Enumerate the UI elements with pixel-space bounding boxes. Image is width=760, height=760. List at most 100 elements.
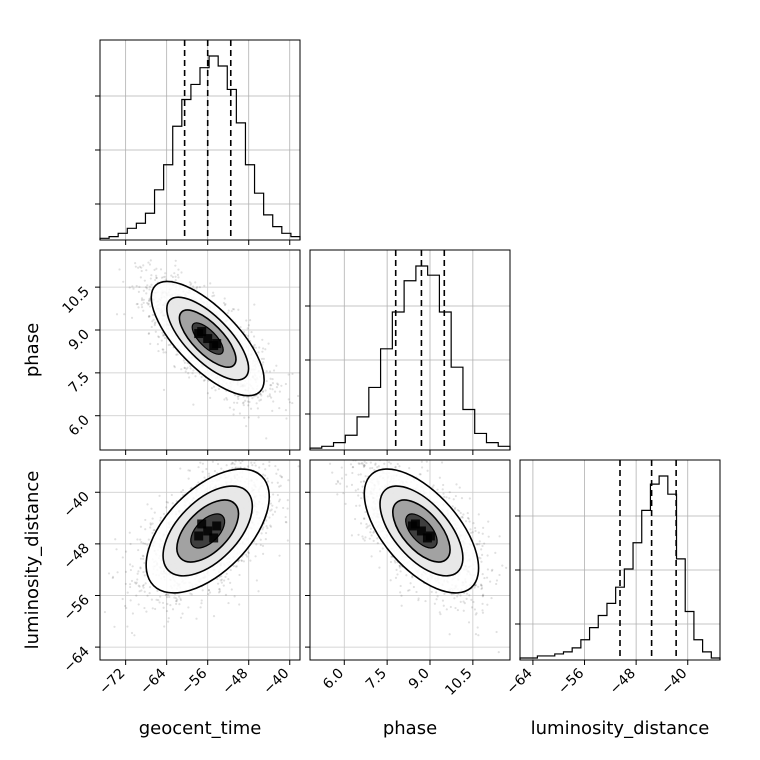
scatter-point (268, 464, 271, 467)
scatter-point (164, 278, 167, 281)
scatter-point (135, 594, 138, 597)
scatter-point (271, 381, 275, 385)
hist-bar-geocent_time-3 (127, 228, 136, 240)
scatter-point (138, 585, 141, 588)
scatter-point (287, 373, 290, 376)
scatter-point (285, 417, 288, 420)
scatter-point (169, 604, 172, 607)
scatter-point (146, 503, 149, 506)
scatter-point (179, 597, 182, 600)
scatter-point (155, 276, 158, 279)
scatter-point (161, 601, 165, 605)
scatter-point (249, 559, 252, 562)
scatter-point (149, 526, 152, 529)
scatter-point (272, 369, 276, 372)
scatter-point (261, 390, 265, 393)
scatter-point (208, 591, 212, 594)
scatter-point (480, 587, 483, 591)
scatter-point (142, 583, 145, 587)
scatter-point (238, 573, 241, 577)
scatter-point (207, 593, 210, 596)
scatter-point (270, 384, 273, 387)
scatter-point (180, 368, 183, 371)
scatter-point (253, 303, 256, 306)
scatter-point (480, 586, 484, 590)
scatter-point (142, 301, 145, 304)
scatter-point (124, 582, 127, 586)
scatter-point (136, 572, 139, 575)
scatter-point (142, 586, 145, 589)
scatter-point (264, 389, 267, 392)
scatter-point (246, 396, 249, 399)
scatter-point (216, 462, 220, 466)
scatter-point (153, 324, 156, 327)
scatter-point (174, 597, 178, 600)
density-core-1 (194, 531, 204, 541)
scatter-point (164, 593, 168, 596)
scatter-point (124, 570, 128, 573)
scatter-point (170, 493, 173, 497)
scatter-point (426, 469, 429, 472)
scatter-point (153, 528, 156, 532)
scatter-point (203, 476, 206, 479)
hist-bar-luminosity_distance-5 (563, 652, 572, 660)
scatter-point (270, 396, 273, 399)
scatter-point (261, 350, 264, 353)
scatter-point (142, 264, 145, 267)
scatter-point (268, 394, 271, 398)
scatter-point (238, 603, 241, 606)
scatter-point (159, 519, 162, 522)
scatter-point (162, 333, 165, 336)
scatter-point (142, 298, 145, 301)
scatter-point (269, 384, 272, 387)
scatter-point (203, 379, 206, 382)
scatter-point (481, 544, 484, 548)
hist-bar-luminosity_distance-21 (703, 652, 712, 660)
scatter-point (399, 570, 402, 573)
scatter-point (137, 266, 140, 269)
scatter-point (200, 602, 203, 605)
scatter-point (240, 559, 243, 562)
scatter-point (182, 359, 185, 362)
scatter-point (297, 465, 300, 468)
scatter-point (287, 398, 290, 401)
scatter-point (266, 527, 269, 530)
scatter-point (229, 454, 231, 456)
scatter-point (132, 287, 135, 290)
scatter-point (162, 275, 165, 279)
scatter-point (389, 462, 392, 465)
scatter-point (145, 292, 148, 295)
scatter-point (277, 468, 280, 471)
scatter-point (242, 560, 245, 563)
scatter-point (137, 570, 140, 573)
scatter-point (223, 579, 226, 582)
scatter-point (258, 346, 261, 349)
scatter-point (220, 581, 223, 584)
scatter-point (259, 398, 263, 401)
hist-bar-geocent_time-16 (245, 165, 254, 240)
scatter-point (220, 467, 223, 470)
scatter-point (276, 481, 279, 484)
scatter-point (103, 610, 107, 614)
scatter-point (231, 450, 233, 452)
scatter-point (176, 273, 179, 276)
scatter-point (236, 401, 239, 404)
scatter-point (265, 370, 268, 373)
scatter-point (264, 537, 267, 541)
scatter-point (228, 406, 232, 409)
scatter-point (284, 409, 288, 412)
scatter-point (227, 578, 230, 581)
hist-bar-luminosity_distance-12 (624, 569, 633, 660)
scatter-point (361, 535, 364, 538)
scatter-point (210, 387, 214, 390)
scatter-point (241, 402, 245, 405)
scatter-point (268, 370, 272, 373)
scatter-point (140, 306, 144, 309)
scatter-point (134, 582, 138, 585)
scatter-point (163, 336, 167, 340)
scatter-point (233, 394, 237, 397)
scatter-point (263, 474, 267, 477)
scatter-point (192, 369, 195, 372)
hist-bar-geocent_time-18 (264, 215, 273, 240)
scatter-point (141, 554, 144, 557)
